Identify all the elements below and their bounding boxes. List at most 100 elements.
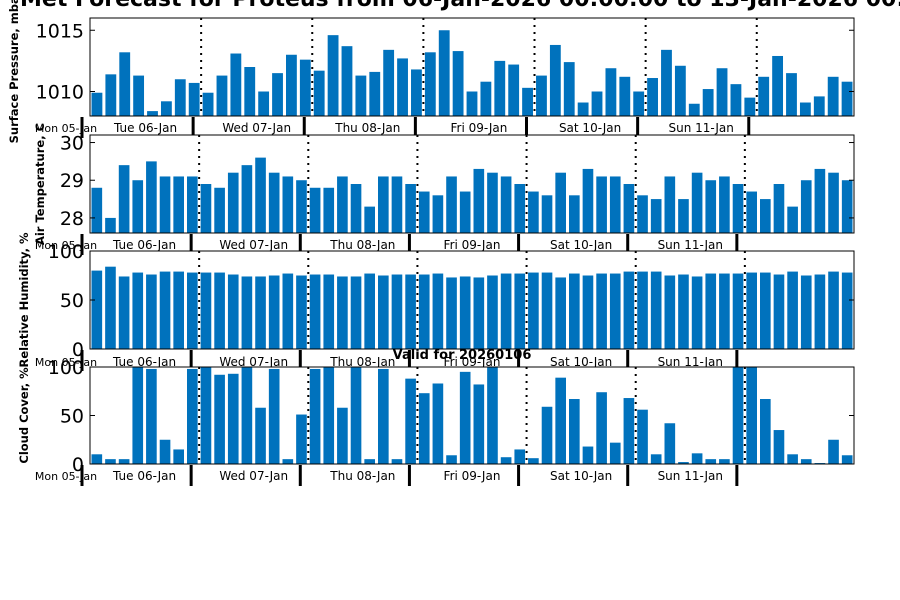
bar bbox=[664, 423, 676, 464]
bar bbox=[432, 273, 444, 349]
bar bbox=[286, 54, 297, 116]
bar bbox=[678, 274, 689, 349]
bar bbox=[132, 180, 144, 233]
bar bbox=[241, 165, 253, 233]
bar bbox=[459, 191, 471, 233]
bar bbox=[282, 273, 294, 349]
bar bbox=[760, 272, 771, 349]
bar bbox=[555, 277, 566, 349]
x-tick-label: Tue 06-Jan bbox=[112, 355, 176, 369]
bar bbox=[773, 274, 785, 349]
bar bbox=[272, 73, 283, 117]
bar bbox=[146, 368, 157, 464]
bar bbox=[187, 176, 198, 233]
bar bbox=[378, 275, 389, 349]
bar bbox=[337, 176, 348, 233]
bar bbox=[118, 165, 130, 233]
bar bbox=[522, 87, 533, 116]
bar bbox=[268, 172, 280, 233]
bar bbox=[746, 191, 757, 233]
bar bbox=[146, 161, 157, 233]
bar bbox=[244, 67, 256, 116]
bar bbox=[758, 76, 770, 116]
bar bbox=[214, 374, 225, 464]
bar bbox=[494, 60, 506, 117]
bar bbox=[227, 373, 239, 464]
bar bbox=[555, 377, 566, 464]
bar bbox=[146, 274, 157, 349]
bar bbox=[705, 459, 717, 464]
y-tick-label: 1015 bbox=[36, 20, 84, 42]
bar bbox=[609, 273, 621, 349]
bar bbox=[500, 273, 512, 349]
bar bbox=[650, 199, 662, 233]
bar bbox=[514, 273, 526, 349]
x-tick-label: Wed 07-Jan bbox=[219, 355, 288, 369]
bar bbox=[173, 176, 184, 233]
bar bbox=[341, 46, 353, 116]
bar bbox=[678, 462, 689, 464]
bar bbox=[241, 367, 253, 464]
x-tick-label: Fri 09-Jan bbox=[444, 355, 501, 369]
chart-panel-1: 1010 1015 Surface Pressure, mbar Mon 05-Jan… bbox=[7, 0, 855, 143]
bar bbox=[609, 176, 621, 233]
bar bbox=[282, 459, 294, 464]
bar bbox=[91, 92, 103, 116]
y-axis-label: Cloud Cover, % bbox=[17, 367, 31, 464]
x-tick-label: Thu 08-Jan bbox=[329, 238, 395, 252]
bar bbox=[596, 176, 607, 233]
panel-subtitle: Valid for 20260106 bbox=[393, 348, 532, 363]
bar bbox=[119, 52, 131, 116]
bar bbox=[418, 191, 430, 233]
bar bbox=[569, 399, 580, 464]
bar bbox=[664, 275, 676, 349]
bar bbox=[719, 176, 730, 233]
x-tick-label: Wed 07-Jan bbox=[222, 121, 291, 135]
bar bbox=[637, 409, 648, 464]
bar bbox=[230, 53, 242, 116]
bar bbox=[705, 180, 717, 233]
bar bbox=[746, 272, 757, 349]
bar bbox=[786, 73, 797, 117]
bar bbox=[473, 168, 485, 233]
bar bbox=[187, 368, 198, 464]
bar bbox=[459, 371, 471, 464]
bar bbox=[487, 367, 498, 464]
bar bbox=[200, 272, 212, 349]
plot-frame bbox=[89, 17, 855, 117]
bar bbox=[216, 75, 228, 116]
bar bbox=[596, 273, 607, 349]
bar bbox=[309, 368, 321, 464]
bar bbox=[313, 70, 325, 116]
bar bbox=[105, 74, 117, 116]
bar bbox=[773, 184, 785, 233]
x-tick-label: Mon 05-Jan bbox=[35, 239, 97, 252]
bar bbox=[688, 103, 700, 116]
x-tick-label: Sat 10-Jan bbox=[559, 121, 621, 135]
figure-title: Met Forecast for Proteus from 06-Jan-202… bbox=[20, 0, 900, 12]
x-tick-label: Mon 05-Jan bbox=[35, 470, 97, 483]
bar bbox=[661, 49, 672, 116]
bar bbox=[702, 89, 714, 116]
bar bbox=[411, 69, 422, 116]
bar bbox=[391, 274, 403, 349]
bar bbox=[202, 92, 214, 116]
bar bbox=[383, 49, 395, 116]
bar bbox=[364, 206, 375, 233]
bar bbox=[424, 52, 436, 116]
y-tick-label: 50 bbox=[60, 406, 84, 428]
bar bbox=[719, 459, 730, 464]
bar bbox=[827, 76, 839, 116]
bar bbox=[452, 51, 464, 116]
bar bbox=[500, 176, 512, 233]
bar bbox=[591, 91, 603, 116]
bar bbox=[350, 276, 362, 349]
bar bbox=[309, 274, 321, 349]
y-tick-label: 1010 bbox=[36, 82, 84, 104]
bar bbox=[772, 55, 784, 116]
x-tick-label: Fri 09-Jan bbox=[444, 469, 501, 483]
bar bbox=[188, 82, 200, 116]
bar bbox=[773, 430, 785, 464]
bar bbox=[118, 276, 130, 349]
bar bbox=[841, 455, 853, 464]
